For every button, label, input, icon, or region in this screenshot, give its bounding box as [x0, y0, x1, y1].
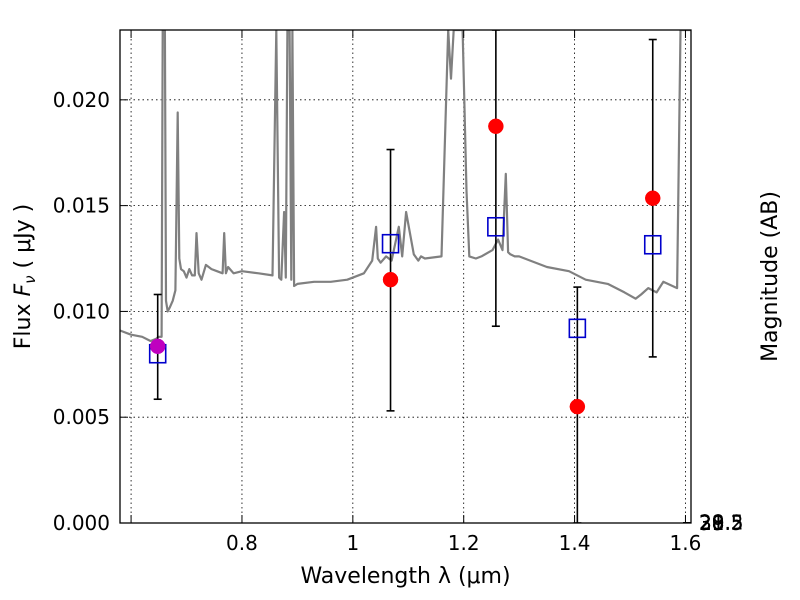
x-tick-label: 1.4: [559, 531, 591, 555]
model-point: [568, 318, 587, 339]
model-spectrum: [120, 30, 691, 343]
y-tick-label: 0.010: [53, 299, 110, 323]
data-markers: [148, 118, 662, 415]
model-point: [381, 233, 400, 254]
right-tick-label: 31: [699, 511, 724, 535]
x-tick-label: 1: [346, 531, 359, 555]
plot-frame: [119, 29, 692, 524]
observed-point: [382, 271, 399, 288]
right-tick-label: 28: [699, 511, 724, 535]
right-tick-label: 30: [699, 511, 724, 535]
spectrum-line: [120, 30, 691, 343]
observed-point: [569, 398, 586, 415]
y-axis-label-suffix: ( μJy ): [11, 204, 36, 276]
x-axis-label: Wavelength λ (μm): [300, 564, 510, 589]
right-tick-label: 29: [699, 511, 724, 535]
x-tick-label: 1.2: [448, 531, 480, 555]
y-axis-label: Flux Fν ( μJy ): [11, 204, 39, 349]
y-axis-label-prefix: Flux: [11, 296, 36, 349]
right-tick-label: 29.5: [699, 511, 744, 535]
right-axis-label: Magnitude (AB): [758, 191, 783, 362]
x-tick-label: 1.6: [670, 531, 702, 555]
right-tick-label: 28.5: [699, 511, 744, 535]
x-axis: 0.8 1 1.2 1.4 1.6: [130, 30, 702, 555]
y-tick-label: 0.000: [53, 511, 110, 535]
y-tick-label: 0.015: [53, 194, 110, 218]
model-point: [643, 234, 662, 255]
model-point: [487, 216, 505, 237]
plot-background: [120, 30, 691, 523]
y-tick-label: 0.020: [53, 88, 110, 112]
y-axis-label-subscript: ν: [21, 275, 39, 283]
observed-point: [488, 118, 504, 135]
x-tick-label: 0.8: [226, 531, 258, 555]
y-axis-label-symbol: F: [11, 283, 36, 296]
right-tick-label: 28.2: [699, 511, 744, 535]
observed-point: [644, 190, 661, 206]
observed-point: [149, 338, 166, 355]
y-tick-label: 0.005: [53, 405, 110, 429]
y-axis: 0.000 0.005 0.010 0.015 0.020: [53, 88, 128, 535]
